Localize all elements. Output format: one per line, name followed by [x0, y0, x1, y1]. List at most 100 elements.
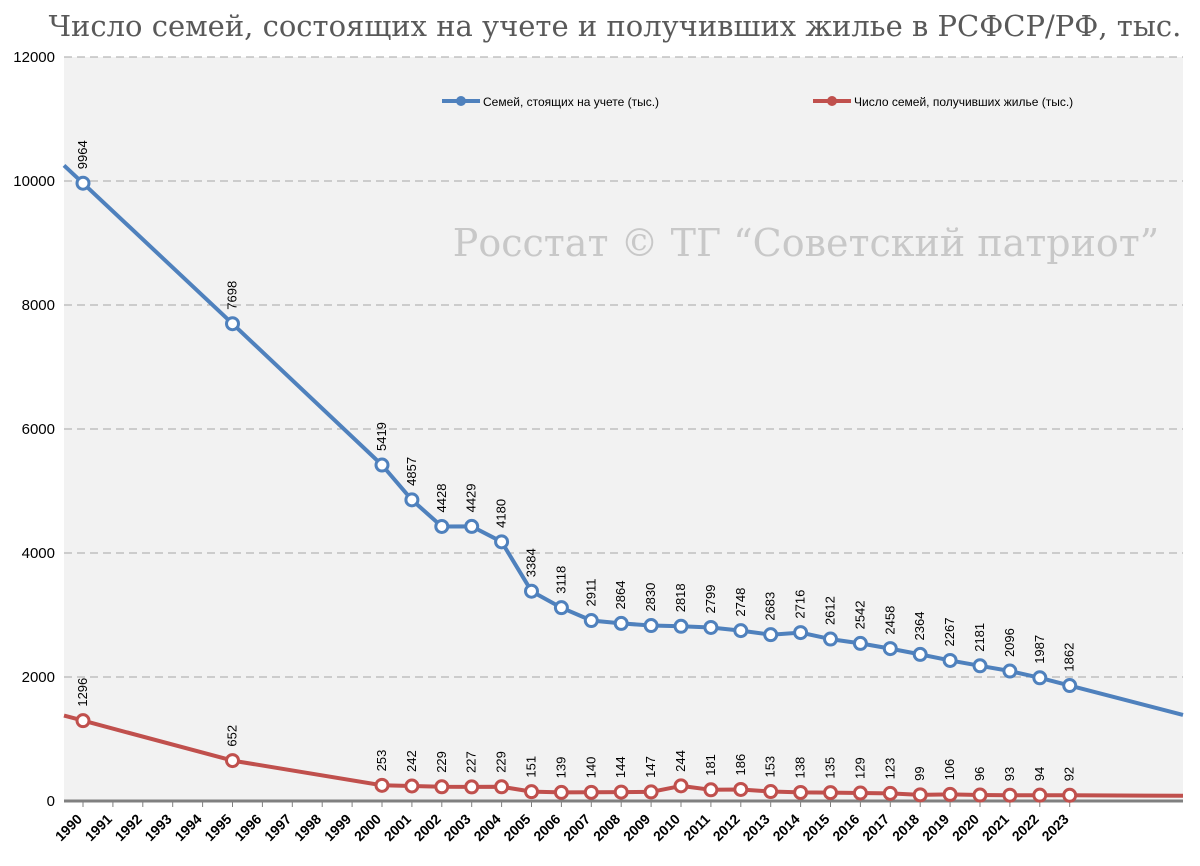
y-tick-label: 8000	[22, 297, 55, 314]
data-label: 2864	[613, 581, 628, 610]
data-label: 5419	[374, 422, 389, 451]
data-point	[75, 713, 91, 729]
data-point	[225, 753, 240, 769]
data-point	[374, 457, 390, 473]
data-label: 2612	[823, 596, 838, 625]
data-point	[524, 784, 539, 800]
data-label: 135	[823, 757, 838, 779]
data-label: 2542	[852, 600, 867, 629]
data-point	[972, 787, 988, 803]
data-label: 9964	[75, 140, 90, 169]
series-layer: 9964 7698 5419 4857 4428 4429 4180 3384 3118 2911…	[62, 140, 1184, 803]
data-point	[434, 518, 450, 534]
data-label: 139	[553, 757, 568, 779]
data-point	[553, 784, 569, 800]
data-label: 181	[703, 754, 718, 776]
data-point	[823, 785, 838, 801]
data-label: 94	[1032, 767, 1047, 781]
data-point	[733, 781, 749, 797]
x-tick-label: 2018	[889, 811, 922, 844]
data-label: 2830	[643, 583, 658, 612]
data-label: 99	[912, 766, 927, 780]
x-tick-label: 2003	[440, 811, 473, 844]
data-label: 2683	[763, 592, 778, 621]
series-line	[63, 713, 1184, 798]
data-point	[1002, 787, 1018, 803]
data-point	[225, 316, 240, 332]
legend-label: Семей, стоящих на учете (тыс.)	[483, 95, 659, 109]
x-tick-label: 2021	[979, 811, 1012, 844]
x-tick-label: 2020	[949, 811, 982, 844]
data-label: 2716	[793, 590, 808, 619]
data-point	[374, 777, 390, 793]
x-tick-label: 2015	[799, 811, 832, 844]
data-label: 2181	[972, 623, 987, 652]
data-label: 106	[942, 759, 957, 781]
data-label: 147	[643, 756, 658, 778]
data-point	[583, 784, 599, 800]
data-label: 229	[434, 751, 449, 773]
x-tick-label: 2008	[590, 811, 623, 844]
data-point	[942, 652, 958, 668]
data-point	[613, 784, 629, 800]
data-point	[1032, 670, 1048, 686]
data-label: 2458	[882, 606, 897, 635]
series-2: 1296 652 253 242 229 227 229 151 139 140 144 147 244…	[63, 678, 1184, 803]
legend-marker	[456, 96, 466, 106]
data-point	[643, 784, 659, 800]
x-tick-label: 2012	[710, 811, 743, 844]
data-label: 4857	[404, 457, 419, 486]
legend: Семей, стоящих на учете (тыс.) Число семе…	[442, 95, 1073, 109]
y-axis: 0 2000 4000 6000 8000 10000 12000	[13, 49, 55, 810]
data-label: 2096	[1002, 628, 1017, 657]
data-point	[703, 619, 719, 635]
data-point	[703, 782, 719, 798]
grid	[64, 56, 1183, 678]
data-label: 253	[374, 750, 389, 772]
data-label: 2748	[733, 588, 748, 617]
legend-item-1: Семей, стоящих на учете (тыс.)	[442, 95, 659, 109]
data-label: 144	[613, 756, 628, 778]
data-label: 3384	[524, 548, 539, 577]
data-point	[1062, 678, 1078, 694]
x-tick-label: 1999	[321, 811, 354, 844]
legend-label: Число семей, получивших жилье (тыс.)	[854, 95, 1073, 109]
watermark: Росстат © ТГ “Советский патриот”	[453, 221, 1160, 265]
data-label: 153	[763, 756, 778, 778]
x-tick-label: 1995	[201, 811, 234, 844]
x-tick-label: 1992	[112, 811, 145, 844]
data-point	[823, 631, 838, 647]
data-point	[404, 492, 420, 508]
data-point	[972, 658, 988, 674]
data-label: 1296	[75, 678, 90, 707]
data-point	[852, 635, 868, 651]
data-label: 242	[404, 750, 419, 772]
x-tick-label: 2005	[500, 811, 533, 844]
data-point	[852, 785, 868, 801]
x-tick-label: 2011	[680, 811, 713, 844]
data-point	[882, 641, 898, 657]
x-tick-label: 2001	[381, 811, 414, 844]
data-label: 186	[733, 754, 748, 776]
x-axis: 1990199119921993199419951996199719981999…	[52, 799, 1183, 844]
data-label: 129	[852, 757, 867, 779]
data-point	[464, 518, 480, 534]
data-point	[494, 534, 510, 550]
x-tick-label: 2002	[411, 811, 444, 844]
data-label: 2364	[912, 612, 927, 641]
x-tick-label: 1993	[141, 811, 174, 844]
chart-title: Число семей, состоящих на учете и получи…	[49, 9, 1182, 43]
y-tick-label: 0	[47, 793, 55, 810]
x-tick-label: 1994	[171, 811, 204, 844]
y-tick-label: 12000	[13, 49, 55, 66]
data-point	[793, 784, 809, 800]
data-label: 96	[972, 767, 987, 781]
y-tick-label: 10000	[13, 173, 55, 190]
x-tick-label: 1998	[291, 811, 324, 844]
legend-item-2: Число семей, получивших жилье (тыс.)	[813, 95, 1073, 109]
x-tick-label: 2010	[650, 811, 683, 844]
data-point	[524, 583, 539, 599]
data-label: 2799	[703, 585, 718, 614]
legend-marker	[827, 96, 837, 106]
